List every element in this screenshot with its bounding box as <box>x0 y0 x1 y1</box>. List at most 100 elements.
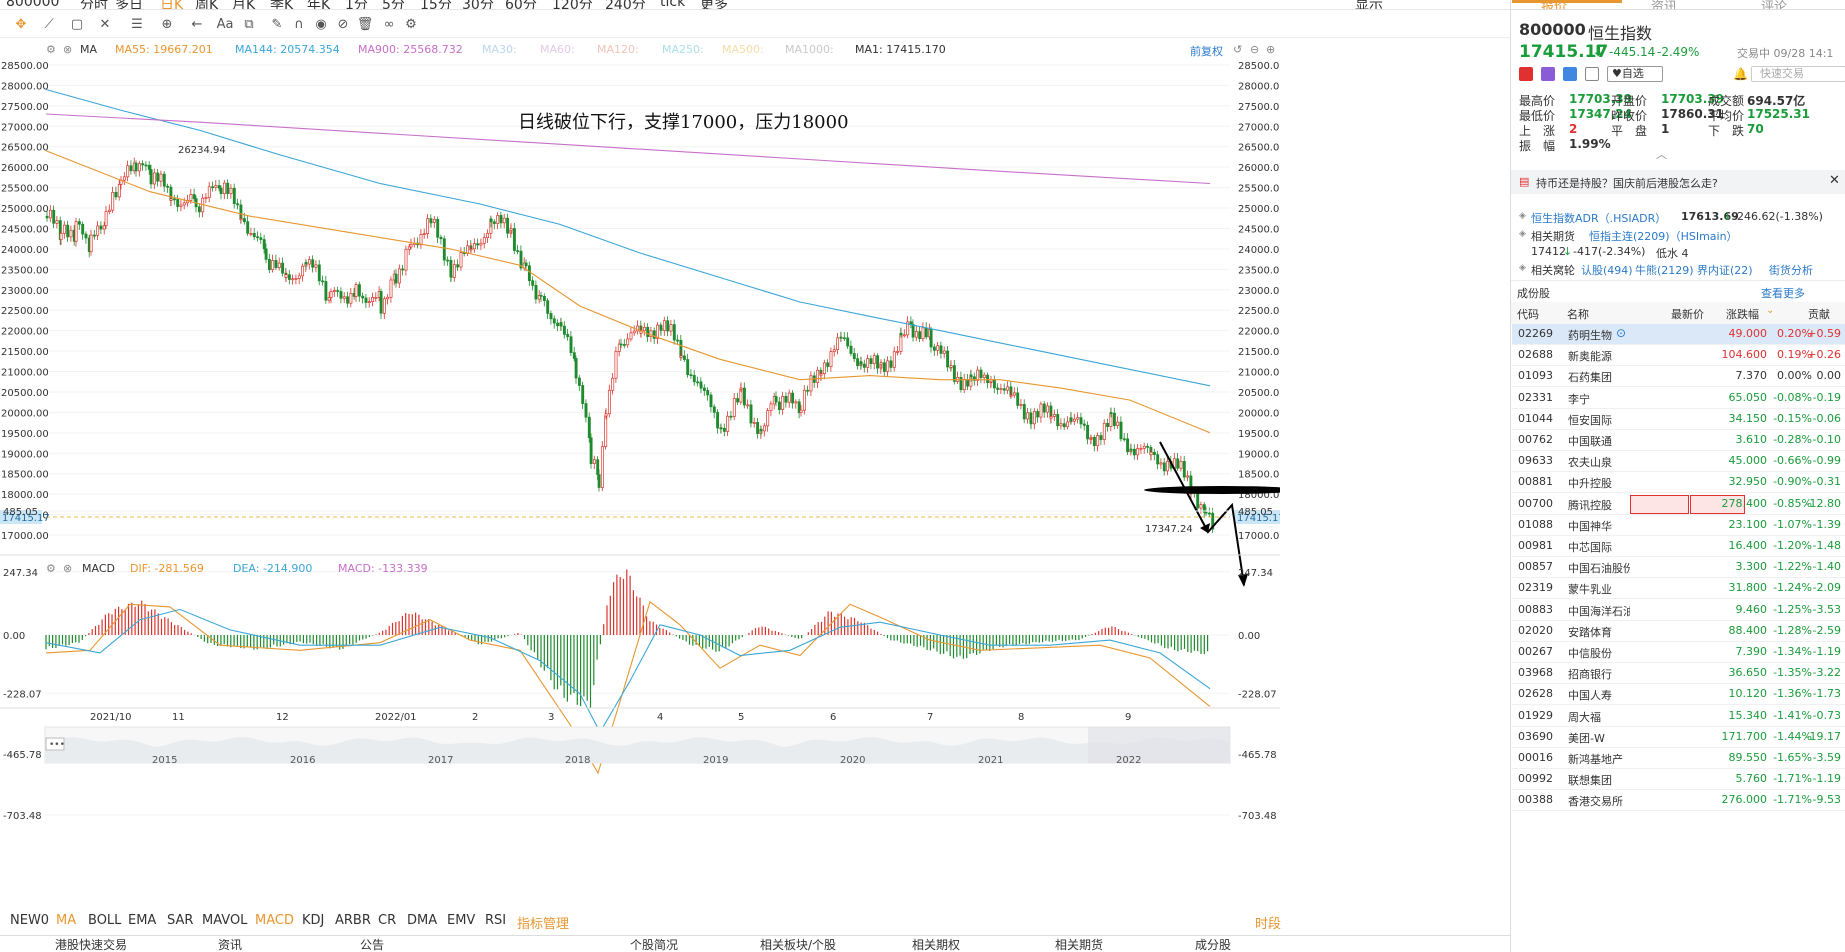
collapse-chevron-icon[interactable]: ︿ <box>1656 148 1667 161</box>
lock-icon[interactable]: ◉ <box>315 17 327 32</box>
bell-icon[interactable]: 🔔 <box>1733 67 1748 81</box>
settings-icon[interactable]: ⚙ <box>46 562 56 575</box>
navigator-handle[interactable] <box>45 737 65 751</box>
tab-5min[interactable]: 5分 <box>382 0 405 10</box>
tab-rsi[interactable]: RSI <box>485 913 507 928</box>
settings-icon[interactable]: ⚙ <box>405 17 417 32</box>
tab-60min[interactable]: 60分 <box>505 0 537 10</box>
view-more-link[interactable]: 查看更多 <box>1761 287 1805 300</box>
tab-ema[interactable]: EMA <box>128 913 157 928</box>
tab-weekly-k[interactable]: 周K <box>195 0 219 10</box>
warrant-link[interactable]: 牛熊(2129) <box>1635 264 1694 277</box>
col-price[interactable]: 最新价 <box>1671 308 1704 321</box>
quick-trade-button[interactable]: 快速交易 <box>1751 66 1845 82</box>
tab-macd[interactable]: MACD <box>255 913 294 928</box>
close-icon[interactable]: ⊗ <box>63 43 73 56</box>
tab-comments[interactable]: 评论 <box>1761 0 1788 10</box>
col-pct[interactable]: 涨跌幅 <box>1726 308 1759 321</box>
warrant-link[interactable]: 街货分析 <box>1769 264 1813 277</box>
table-row[interactable]: 02020 安踏体育 88.400 -1.28% -2.59 <box>1512 621 1845 642</box>
tab-1min[interactable]: 1分 <box>345 0 368 10</box>
settings-icon[interactable]: ⚙ <box>46 43 56 56</box>
table-row[interactable]: 03690 美团-W 171.700 -1.44% -19.17 <box>1512 727 1845 748</box>
table-row[interactable]: 03968 招商银行 36.650 -1.35% -3.22 <box>1512 663 1845 685</box>
col-code[interactable]: 代码 <box>1517 308 1539 321</box>
warrant-link[interactable]: 认股(494) <box>1581 264 1633 277</box>
strip-tab[interactable]: 个股简况 <box>630 938 679 952</box>
zoom-out-icon[interactable]: ⊖ <box>1250 43 1260 56</box>
annotation-text[interactable]: 日线破位下行，支撑17000，压力18000 <box>518 112 849 133</box>
table-row[interactable]: 01929 周大福 15.340 -1.41% -0.73 <box>1512 706 1845 727</box>
tab-15min[interactable]: 15分 <box>420 0 452 10</box>
table-row[interactable]: 00016 新鸿基地产 89.550 -1.65% -3.59 <box>1512 748 1845 769</box>
tab-dma[interactable]: DMA <box>407 913 438 928</box>
tab-emv[interactable]: EMV <box>447 913 476 928</box>
close-icon[interactable]: ✕ <box>1829 173 1840 188</box>
link-icon[interactable]: ∞ <box>383 17 395 32</box>
note-icon[interactable] <box>1585 67 1599 81</box>
warrant-link[interactable]: 界内证(22) <box>1697 264 1753 277</box>
table-row[interactable]: 01088 中国神华 23.100 -1.07% -1.39 <box>1512 515 1845 536</box>
table-row[interactable]: 00883 中国海洋石油 9.460 -1.25% -3.53 <box>1512 600 1845 621</box>
tab-more[interactable]: 更多 <box>700 0 728 10</box>
tab-boll[interactable]: BOLL <box>88 913 122 928</box>
table-row[interactable]: 02269 药明生物 49.000 0.20% +0.59 ⊙ <box>1512 324 1845 345</box>
tab-arbr[interactable]: ARBR <box>335 913 371 928</box>
tab-year-k[interactable]: 年K <box>307 0 331 10</box>
crosshair-icon[interactable]: ✥ <box>15 17 27 32</box>
table-row[interactable]: 00267 中信股份 7.390 -1.34% -1.19 <box>1512 642 1845 663</box>
pencil-icon[interactable]: ✎ <box>271 17 283 32</box>
tab-quarter-k[interactable]: 季K <box>270 0 294 10</box>
add-watchlist-button[interactable]: ♥自选 <box>1607 66 1663 82</box>
tag-icon[interactable] <box>1563 67 1577 81</box>
tab-240min[interactable]: 240分 <box>605 0 646 10</box>
trend-arrow-drawing[interactable] <box>1159 441 1245 586</box>
tab-daily-k[interactable]: 日K <box>160 0 184 10</box>
table-row[interactable]: 01044 恒安国际 34.150 -0.15% -0.06 <box>1512 409 1845 430</box>
trash-icon[interactable]: 🗑 <box>356 17 374 32</box>
table-row[interactable]: 00857 中国石油股份 3.300 -1.22% -1.40 <box>1512 557 1845 579</box>
fib-tool-icon[interactable]: ☰ <box>131 17 143 32</box>
line-tool-icon[interactable]: ⟋ <box>44 17 54 32</box>
undo-icon[interactable]: ↺ <box>1233 43 1243 56</box>
pattern-tool-icon[interactable]: ✕ <box>99 17 111 32</box>
table-row[interactable]: 00981 中芯国际 16.400 -1.20% -1.48 <box>1512 536 1845 557</box>
adjust-button[interactable]: 前复权 <box>1190 45 1223 58</box>
eye-icon[interactable]: ⊙ <box>1616 326 1627 340</box>
strip-tab[interactable]: 成分股 <box>1195 938 1232 952</box>
sort-desc-icon[interactable]: ⌄ <box>1766 305 1775 316</box>
tab-code[interactable]: 800000 <box>6 0 60 10</box>
display-button[interactable]: 显示 <box>1355 0 1383 10</box>
strip-tab[interactable]: 公告 <box>360 938 385 952</box>
close-icon[interactable]: ⊗ <box>63 562 73 575</box>
tab-30min[interactable]: 30分 <box>462 0 494 10</box>
tab-ma[interactable]: MA <box>56 913 77 928</box>
tab-mavol[interactable]: MAVOL <box>202 913 248 928</box>
table-row[interactable]: 02688 新奥能源 104.600 0.19% +0.26 <box>1512 345 1845 367</box>
table-row[interactable]: 00388 香港交易所 276.000 -1.71% -9.53 <box>1512 790 1845 812</box>
table-row[interactable]: 00881 中升控股 32.950 -0.90% -0.31 <box>1512 472 1845 494</box>
tab-kdj[interactable]: KDJ <box>302 913 325 928</box>
measure-tool-icon[interactable]: ⊕ <box>161 17 173 32</box>
tab-monthly-k[interactable]: 月K <box>232 0 256 10</box>
news-banner[interactable]: ▤ 持币还是持股？国庆前后港股怎么走? ✕ <box>1511 170 1845 194</box>
navigator-window[interactable] <box>1088 727 1230 763</box>
tab-indicator-manage[interactable]: 指标管理 <box>517 917 570 932</box>
macd-label[interactable]: MACD <box>82 562 115 575</box>
table-row[interactable]: 00700 腾讯控股 278.400 -0.85% -12.80 <box>1512 494 1845 515</box>
strip-tab[interactable]: 相关期货 <box>1055 938 1104 952</box>
magnet-icon[interactable]: ∩ <box>294 17 304 32</box>
label-tool-icon[interactable]: ⧉ <box>244 17 254 32</box>
tab-120min[interactable]: 120分 <box>552 0 593 10</box>
arrow-tool-icon[interactable]: ← <box>191 17 203 32</box>
ma-label[interactable]: MA <box>80 43 98 56</box>
kline-chart[interactable]: 28500.00 28000.00 27500.00 27000.00 26500.00… <box>0 0 1280 952</box>
strip-tab[interactable]: 相关板块/个股 <box>760 938 837 952</box>
period-button[interactable]: 时段 <box>1255 917 1282 932</box>
col-name[interactable]: 名称 <box>1567 308 1589 321</box>
table-row[interactable]: 00762 中国联通 3.610 -0.28% -0.10 <box>1512 430 1845 451</box>
strip-tab[interactable]: 相关期权 <box>912 938 961 952</box>
table-row[interactable]: 02331 李宁 65.050 -0.08% -0.19 <box>1512 388 1845 409</box>
tab-tick[interactable]: tick <box>660 0 686 10</box>
tab-news[interactable]: 资讯 <box>1651 0 1678 10</box>
